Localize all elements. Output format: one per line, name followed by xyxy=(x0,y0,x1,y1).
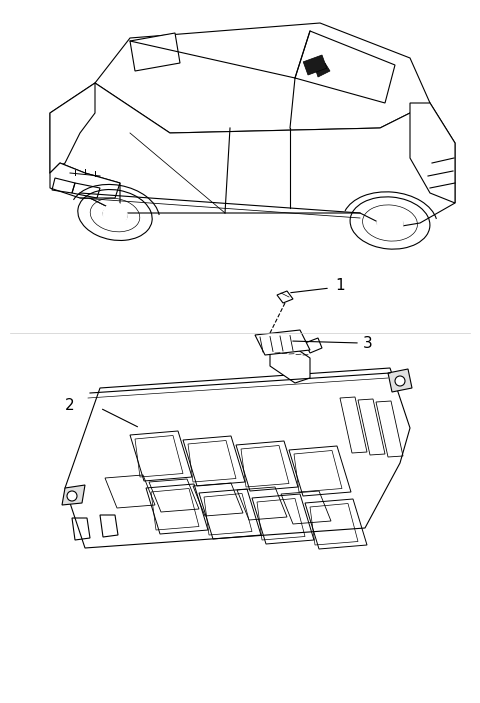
Polygon shape xyxy=(50,83,95,173)
Polygon shape xyxy=(388,369,412,392)
Text: 3: 3 xyxy=(363,335,373,351)
Polygon shape xyxy=(62,485,85,505)
Bar xyxy=(303,55,327,75)
Polygon shape xyxy=(277,291,293,303)
Polygon shape xyxy=(255,330,310,355)
Polygon shape xyxy=(65,368,410,548)
Circle shape xyxy=(395,376,405,386)
Circle shape xyxy=(377,210,403,236)
Polygon shape xyxy=(50,163,120,198)
Polygon shape xyxy=(295,31,395,103)
Text: 2: 2 xyxy=(65,397,74,413)
Circle shape xyxy=(103,203,127,227)
Polygon shape xyxy=(315,63,330,77)
Circle shape xyxy=(67,491,77,501)
Polygon shape xyxy=(95,23,430,133)
Polygon shape xyxy=(50,163,120,213)
Polygon shape xyxy=(410,103,455,203)
Polygon shape xyxy=(50,83,455,228)
Polygon shape xyxy=(130,33,180,71)
Text: 1: 1 xyxy=(335,278,345,292)
Polygon shape xyxy=(270,341,310,383)
